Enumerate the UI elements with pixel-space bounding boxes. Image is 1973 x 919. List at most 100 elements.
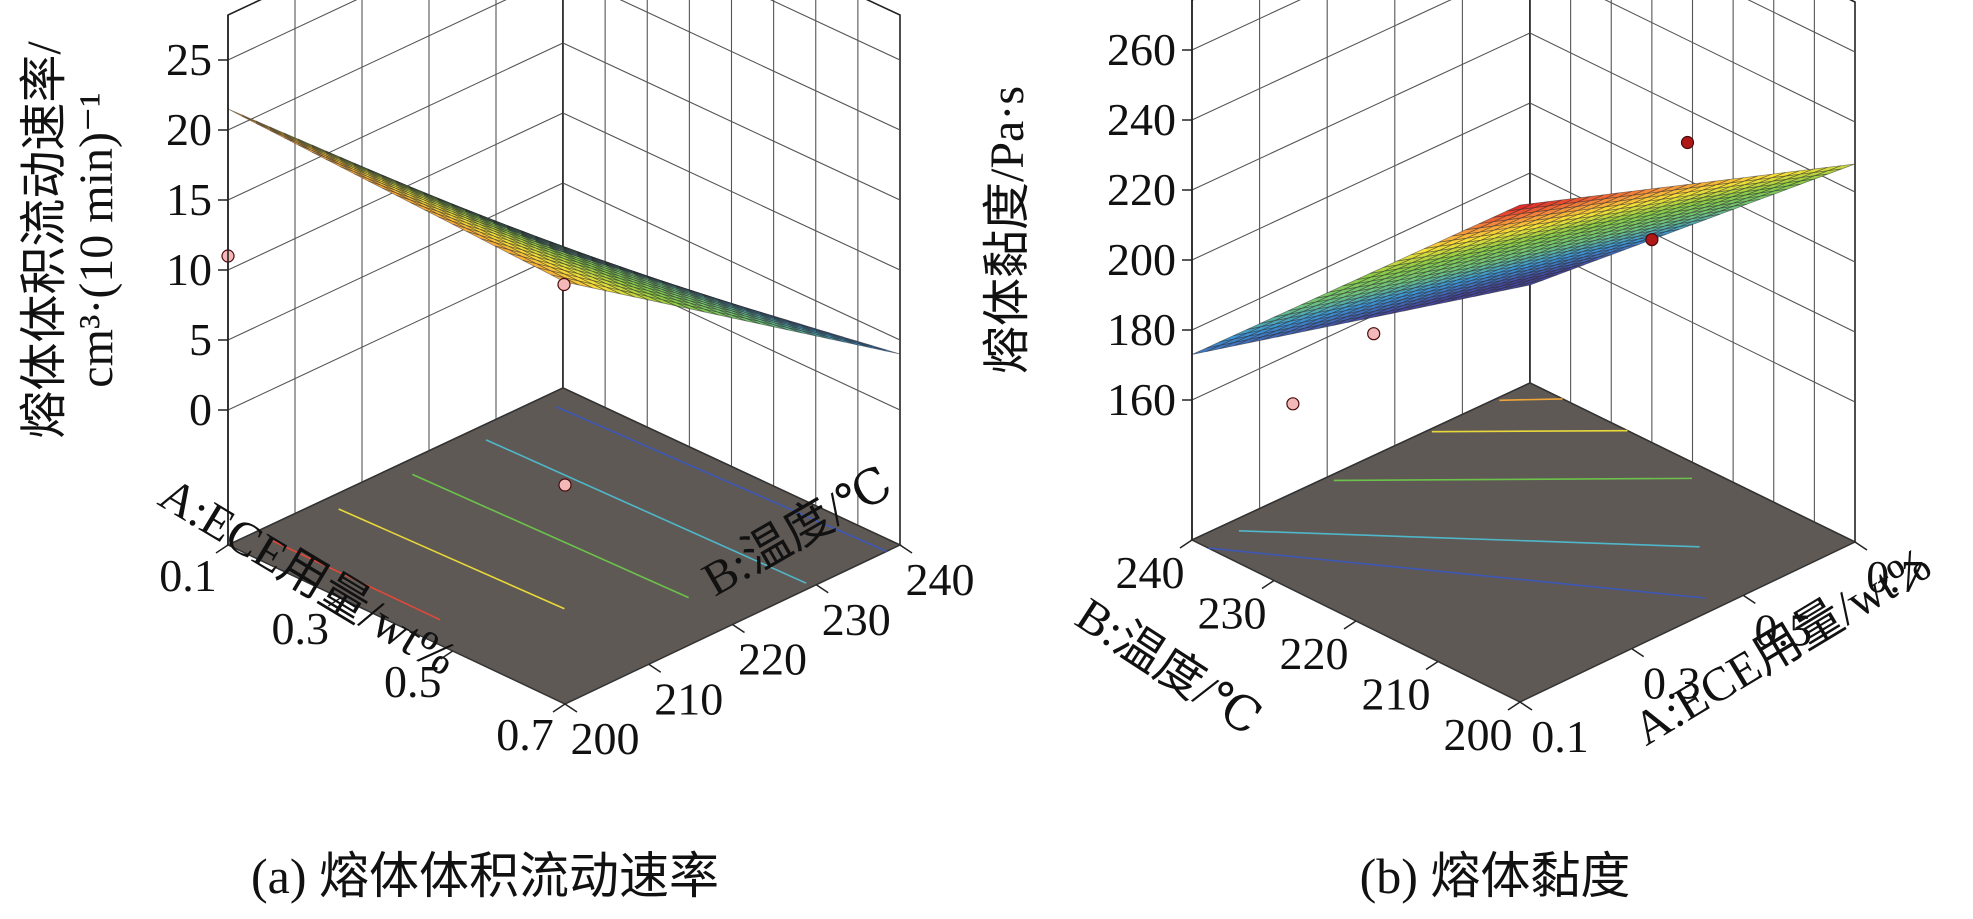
- b-y-tick-label: 240: [1116, 547, 1185, 598]
- a-wall-gridline: [562, 182, 901, 341]
- a-wall-gridline: [227, 42, 564, 201]
- a-z-tick-label: 10: [166, 244, 212, 295]
- b-z-tick-label: 200: [1107, 234, 1176, 285]
- b-y-tick-mark: [1343, 620, 1357, 630]
- b-x-tick-mark: [1631, 648, 1645, 658]
- a-contour-line: [412, 473, 689, 599]
- a-y-tick-label: 200: [571, 713, 640, 764]
- b-y-tick-label: 230: [1198, 588, 1267, 639]
- panel-a-back-walls: [227, 0, 901, 547]
- b-y-tick-mark: [1179, 539, 1193, 549]
- b-x-tick-label: 0.5: [1755, 604, 1813, 655]
- a-y-tick-mark: [732, 623, 745, 634]
- a-x-tick-mark: [215, 544, 229, 554]
- a-x-tick-mark: [552, 703, 566, 713]
- b-z-tick-label: 180: [1107, 304, 1176, 355]
- b-design-point: [1286, 397, 1300, 411]
- panel-a-ticks: 0 5 10 15 20 25 0.1 0.3 0.5 0.7 200 210 220 230 240: [159, 15, 975, 764]
- b-wall-gridline: [1191, 32, 1531, 191]
- a-wall-gridline: [769, 0, 901, 61]
- a-contour-line: [556, 406, 887, 553]
- a-wall-gridline: [227, 0, 358, 61]
- a-design-point: [557, 277, 571, 292]
- b-wall-gridline: [1191, 0, 1452, 121]
- panel-b-caption: (b) 熔体黏度: [1360, 848, 1631, 904]
- b-contour-line: [1499, 398, 1563, 402]
- panel-b-z-axis-label: 熔体黏度/Pa·s: [981, 86, 1034, 374]
- a-design-point: [558, 478, 572, 492]
- panel-b-melt-viscosity: 160 180 200 220 240 260 0.1 0.3 0.5 0.7 200 210 220 2…: [981, 0, 1940, 904]
- panel-b-surface: [1191, 163, 1856, 355]
- b-design-point: [1645, 233, 1659, 247]
- b-contour-line: [1238, 529, 1700, 548]
- a-y-tick-mark: [564, 703, 578, 713]
- a-wall-gridline: [619, 0, 901, 131]
- a-surface-cell: [871, 346, 901, 355]
- a-z-tick-label: 0: [189, 384, 212, 435]
- b-wall-gridline: [1529, 102, 1856, 263]
- b-z-tick-label: 160: [1107, 374, 1176, 425]
- panel-a-caption: (a) 熔体体积流动速率: [251, 848, 719, 904]
- b-wall-gridline: [1191, 172, 1531, 331]
- b-x-tick-label: 0.3: [1643, 658, 1701, 709]
- a-y-tick-label: 240: [906, 554, 975, 605]
- a-wall-gridline: [562, 42, 901, 201]
- panel-b-ticks: 160 180 200 220 240 260 0.1 0.3 0.5 0.7 200 210 220 2…: [1107, 0, 1924, 762]
- a-y-tick-mark: [815, 584, 829, 594]
- a-x-tick-label: 0.7: [496, 709, 554, 760]
- b-y-tick-label: 220: [1280, 628, 1349, 679]
- a-wall-gridline: [227, 182, 564, 341]
- a-x-tick-mark: [440, 650, 454, 660]
- b-z-tick-label: 240: [1107, 94, 1176, 145]
- b-z-tick-label: 260: [1107, 24, 1176, 75]
- b-wall-gridline: [1191, 102, 1531, 261]
- a-x-tick-label: 0.5: [384, 656, 442, 707]
- b-contour-line: [1431, 429, 1628, 433]
- a-z-tick-label: 25: [166, 34, 212, 85]
- b-contour-line: [1208, 547, 1705, 599]
- a-contour-line: [338, 508, 565, 610]
- a-z-tick-label: 20: [166, 104, 212, 155]
- b-x-tick-mark: [1742, 594, 1756, 604]
- panel-a-z-axis-label-line2: cm³·(10 min)⁻¹: [70, 92, 123, 387]
- b-wall-gridline: [1191, 0, 1301, 51]
- panel-a-surface: [227, 108, 901, 355]
- b-x-tick-mark: [1519, 701, 1533, 711]
- panel-b-back-walls: [1191, 0, 1856, 544]
- b-design-point: [1680, 135, 1695, 150]
- panel-a-z-axis-label-line1: 熔体体积流动速率/: [18, 41, 71, 439]
- b-x-tick-label: 0.7: [1866, 551, 1924, 602]
- panel-b-design-points: [1286, 135, 1695, 411]
- b-contour-line: [1333, 477, 1692, 482]
- a-y-tick-label: 220: [738, 634, 807, 685]
- a-contour-line: [271, 539, 441, 621]
- b-x-tick-mark: [1854, 541, 1868, 551]
- b-y-tick-mark: [1261, 579, 1275, 590]
- b-surface-cell: [1191, 345, 1220, 355]
- panel-a-melt-flow-rate: 0 5 10 15 20 25 0.1 0.3 0.5 0.7 200 210 220 230 240 熔体…: [18, 0, 975, 904]
- b-design-point: [1367, 327, 1381, 341]
- a-x-tick-label: 0.3: [272, 603, 330, 654]
- a-y-tick-mark: [648, 663, 662, 673]
- b-wall-gridline: [1529, 242, 1856, 403]
- a-wall-gridline: [227, 0, 507, 131]
- a-y-tick-mark: [899, 544, 913, 554]
- a-contour-line: [485, 439, 807, 584]
- a-x-tick-mark: [327, 597, 341, 607]
- b-y-tick-mark: [1425, 660, 1439, 671]
- a-y-tick-label: 210: [654, 673, 723, 724]
- b-y-tick-label: 200: [1444, 709, 1513, 760]
- a-x-tick-label: 0.1: [159, 550, 217, 601]
- b-y-tick-mark: [1507, 701, 1521, 711]
- b-wall-gridline: [1529, 32, 1856, 193]
- b-wall-gridline: [1604, 0, 1856, 123]
- a-wall-gridline: [227, 252, 564, 411]
- b-y-tick-label: 210: [1362, 669, 1431, 720]
- b-x-tick-label: 0.1: [1531, 711, 1589, 762]
- b-z-tick-label: 220: [1107, 164, 1176, 215]
- b-wall-gridline: [1747, 0, 1856, 53]
- a-y-tick-label: 230: [822, 594, 891, 645]
- a-z-tick-label: 15: [166, 174, 212, 225]
